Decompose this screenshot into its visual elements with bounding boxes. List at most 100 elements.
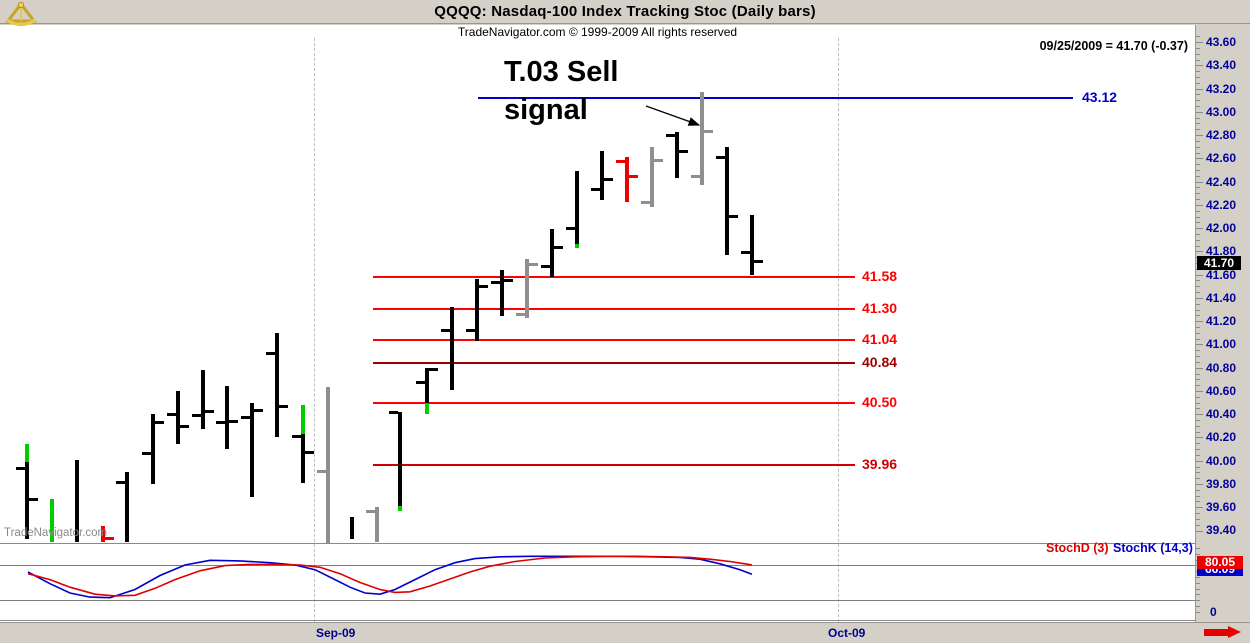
axis-tick xyxy=(1196,513,1200,514)
axis-tick xyxy=(1196,117,1200,119)
red-level-line xyxy=(373,338,855,341)
current-price-badge: 41.70 xyxy=(1197,256,1241,270)
axis-tick xyxy=(1196,489,1200,491)
axis-tick xyxy=(1196,53,1200,55)
axis-tick xyxy=(1196,431,1200,433)
axis-tick xyxy=(1196,88,1203,90)
axis-tick xyxy=(1196,326,1200,328)
axis-tick xyxy=(1196,321,1203,323)
axis-tick xyxy=(1196,309,1200,311)
axis-tick xyxy=(1196,106,1200,107)
axis-tick xyxy=(1196,181,1203,183)
axis-tick xyxy=(1196,524,1200,526)
red-level-line xyxy=(373,464,855,467)
axis-tick xyxy=(1196,286,1200,288)
axis-tick xyxy=(1196,82,1200,84)
price-axis-label: 39.60 xyxy=(1206,500,1237,515)
axis-tick xyxy=(1196,356,1200,357)
price-axis-label: 42.60 xyxy=(1206,151,1237,166)
scroll-right-button[interactable] xyxy=(1204,626,1244,639)
axis-tick xyxy=(1196,199,1200,200)
red-level-label: 40.50 xyxy=(862,393,898,410)
stoch-axis-tick xyxy=(1196,600,1200,602)
price-axis-label: 40.40 xyxy=(1206,407,1237,422)
chart-canvas xyxy=(0,25,1195,622)
axis-tick xyxy=(1196,373,1200,375)
axis-tick xyxy=(1196,367,1203,369)
price-axis-label: 39.40 xyxy=(1206,523,1237,538)
axis-tick xyxy=(1196,158,1203,160)
date-label-sep09: Sep-09 xyxy=(316,626,356,640)
axis-tick xyxy=(1196,47,1200,49)
axis-tick xyxy=(1196,129,1200,131)
stoch-axis-tick xyxy=(1196,611,1200,613)
sell-signal-text-line1: T.03 Sell xyxy=(504,56,619,88)
price-axis-label: 41.00 xyxy=(1206,337,1237,352)
axis-tick xyxy=(1196,228,1203,230)
price-axis-label: 43.00 xyxy=(1206,104,1237,119)
stoch-k-legend: StochK (14,3) xyxy=(1113,541,1193,555)
price-axis-label: 43.60 xyxy=(1206,35,1237,49)
chart-title: QQQQ: Nasdaq-100 Index Tracking Stoc (Da… xyxy=(434,3,816,20)
axis-tick xyxy=(1196,315,1200,317)
axis-tick xyxy=(1196,71,1200,73)
axis-tick xyxy=(1196,146,1200,148)
price-axis-label: 39.80 xyxy=(1206,476,1237,491)
price-axis-label: 42.00 xyxy=(1206,221,1237,236)
price-axis-label: 43.20 xyxy=(1206,81,1237,96)
axis-tick xyxy=(1196,187,1200,189)
stoch-axis-tick xyxy=(1196,594,1200,596)
axis-tick xyxy=(1196,443,1200,445)
stoch-axis-tick xyxy=(1196,577,1200,578)
price-stoch-separator xyxy=(0,543,1195,544)
axis-tick xyxy=(1196,472,1200,474)
stoch-axis-tick xyxy=(1196,588,1200,590)
axis-tick xyxy=(1196,94,1200,96)
axis-tick xyxy=(1196,111,1203,113)
red-level-line xyxy=(373,308,855,311)
stoch-axis-tick xyxy=(1196,548,1200,549)
axis-tick xyxy=(1196,193,1200,195)
price-axis-strip xyxy=(1195,25,1250,622)
title-bar xyxy=(0,0,1250,24)
axis-tick xyxy=(1196,332,1200,334)
price-axis-label: 42.40 xyxy=(1206,174,1237,189)
red-level-label: 41.04 xyxy=(862,330,898,347)
copyright-subtitle: TradeNavigator.com © 1999-2009 All right… xyxy=(457,25,738,39)
axis-tick xyxy=(1196,76,1200,78)
axis-tick xyxy=(1196,460,1203,462)
price-axis-label: 40.80 xyxy=(1206,360,1237,375)
axis-tick xyxy=(1196,245,1200,247)
price-axis-label: 40.60 xyxy=(1206,383,1237,398)
axis-tick xyxy=(1196,251,1203,253)
axis-tick xyxy=(1196,222,1200,224)
axis-tick xyxy=(1196,344,1203,346)
axis-tick xyxy=(1196,425,1200,427)
axis-tick xyxy=(1196,402,1200,404)
red-level-line xyxy=(373,361,855,364)
axis-tick xyxy=(1196,135,1203,137)
axis-tick xyxy=(1196,204,1203,206)
stoch-axis-tick xyxy=(1196,582,1200,584)
axis-tick xyxy=(1196,484,1203,485)
axis-tick xyxy=(1196,303,1200,305)
stoch-d-value-badge: 80.05 xyxy=(1197,556,1243,569)
watermark: TradeNavigator.com xyxy=(4,527,108,539)
price-axis-label: 41.60 xyxy=(1206,267,1237,282)
red-level-line xyxy=(373,401,855,404)
axis-tick xyxy=(1196,297,1203,299)
sextant-logo-icon[interactable] xyxy=(3,1,39,28)
red-level-label: 39.96 xyxy=(862,456,898,473)
axis-tick xyxy=(1196,280,1200,282)
price-axis-label: 41.40 xyxy=(1206,290,1237,305)
axis-tick xyxy=(1196,501,1200,503)
red-level-label: 41.58 xyxy=(862,267,898,284)
red-level-label: 40.84 xyxy=(862,353,898,370)
sell-signal-text-line2: signal xyxy=(504,94,588,126)
axis-tick xyxy=(1196,414,1203,416)
axis-tick xyxy=(1196,361,1200,363)
price-axis-label: 40.20 xyxy=(1206,430,1237,445)
axis-tick xyxy=(1196,530,1203,532)
axis-tick xyxy=(1196,495,1200,497)
axis-tick xyxy=(1196,100,1200,102)
